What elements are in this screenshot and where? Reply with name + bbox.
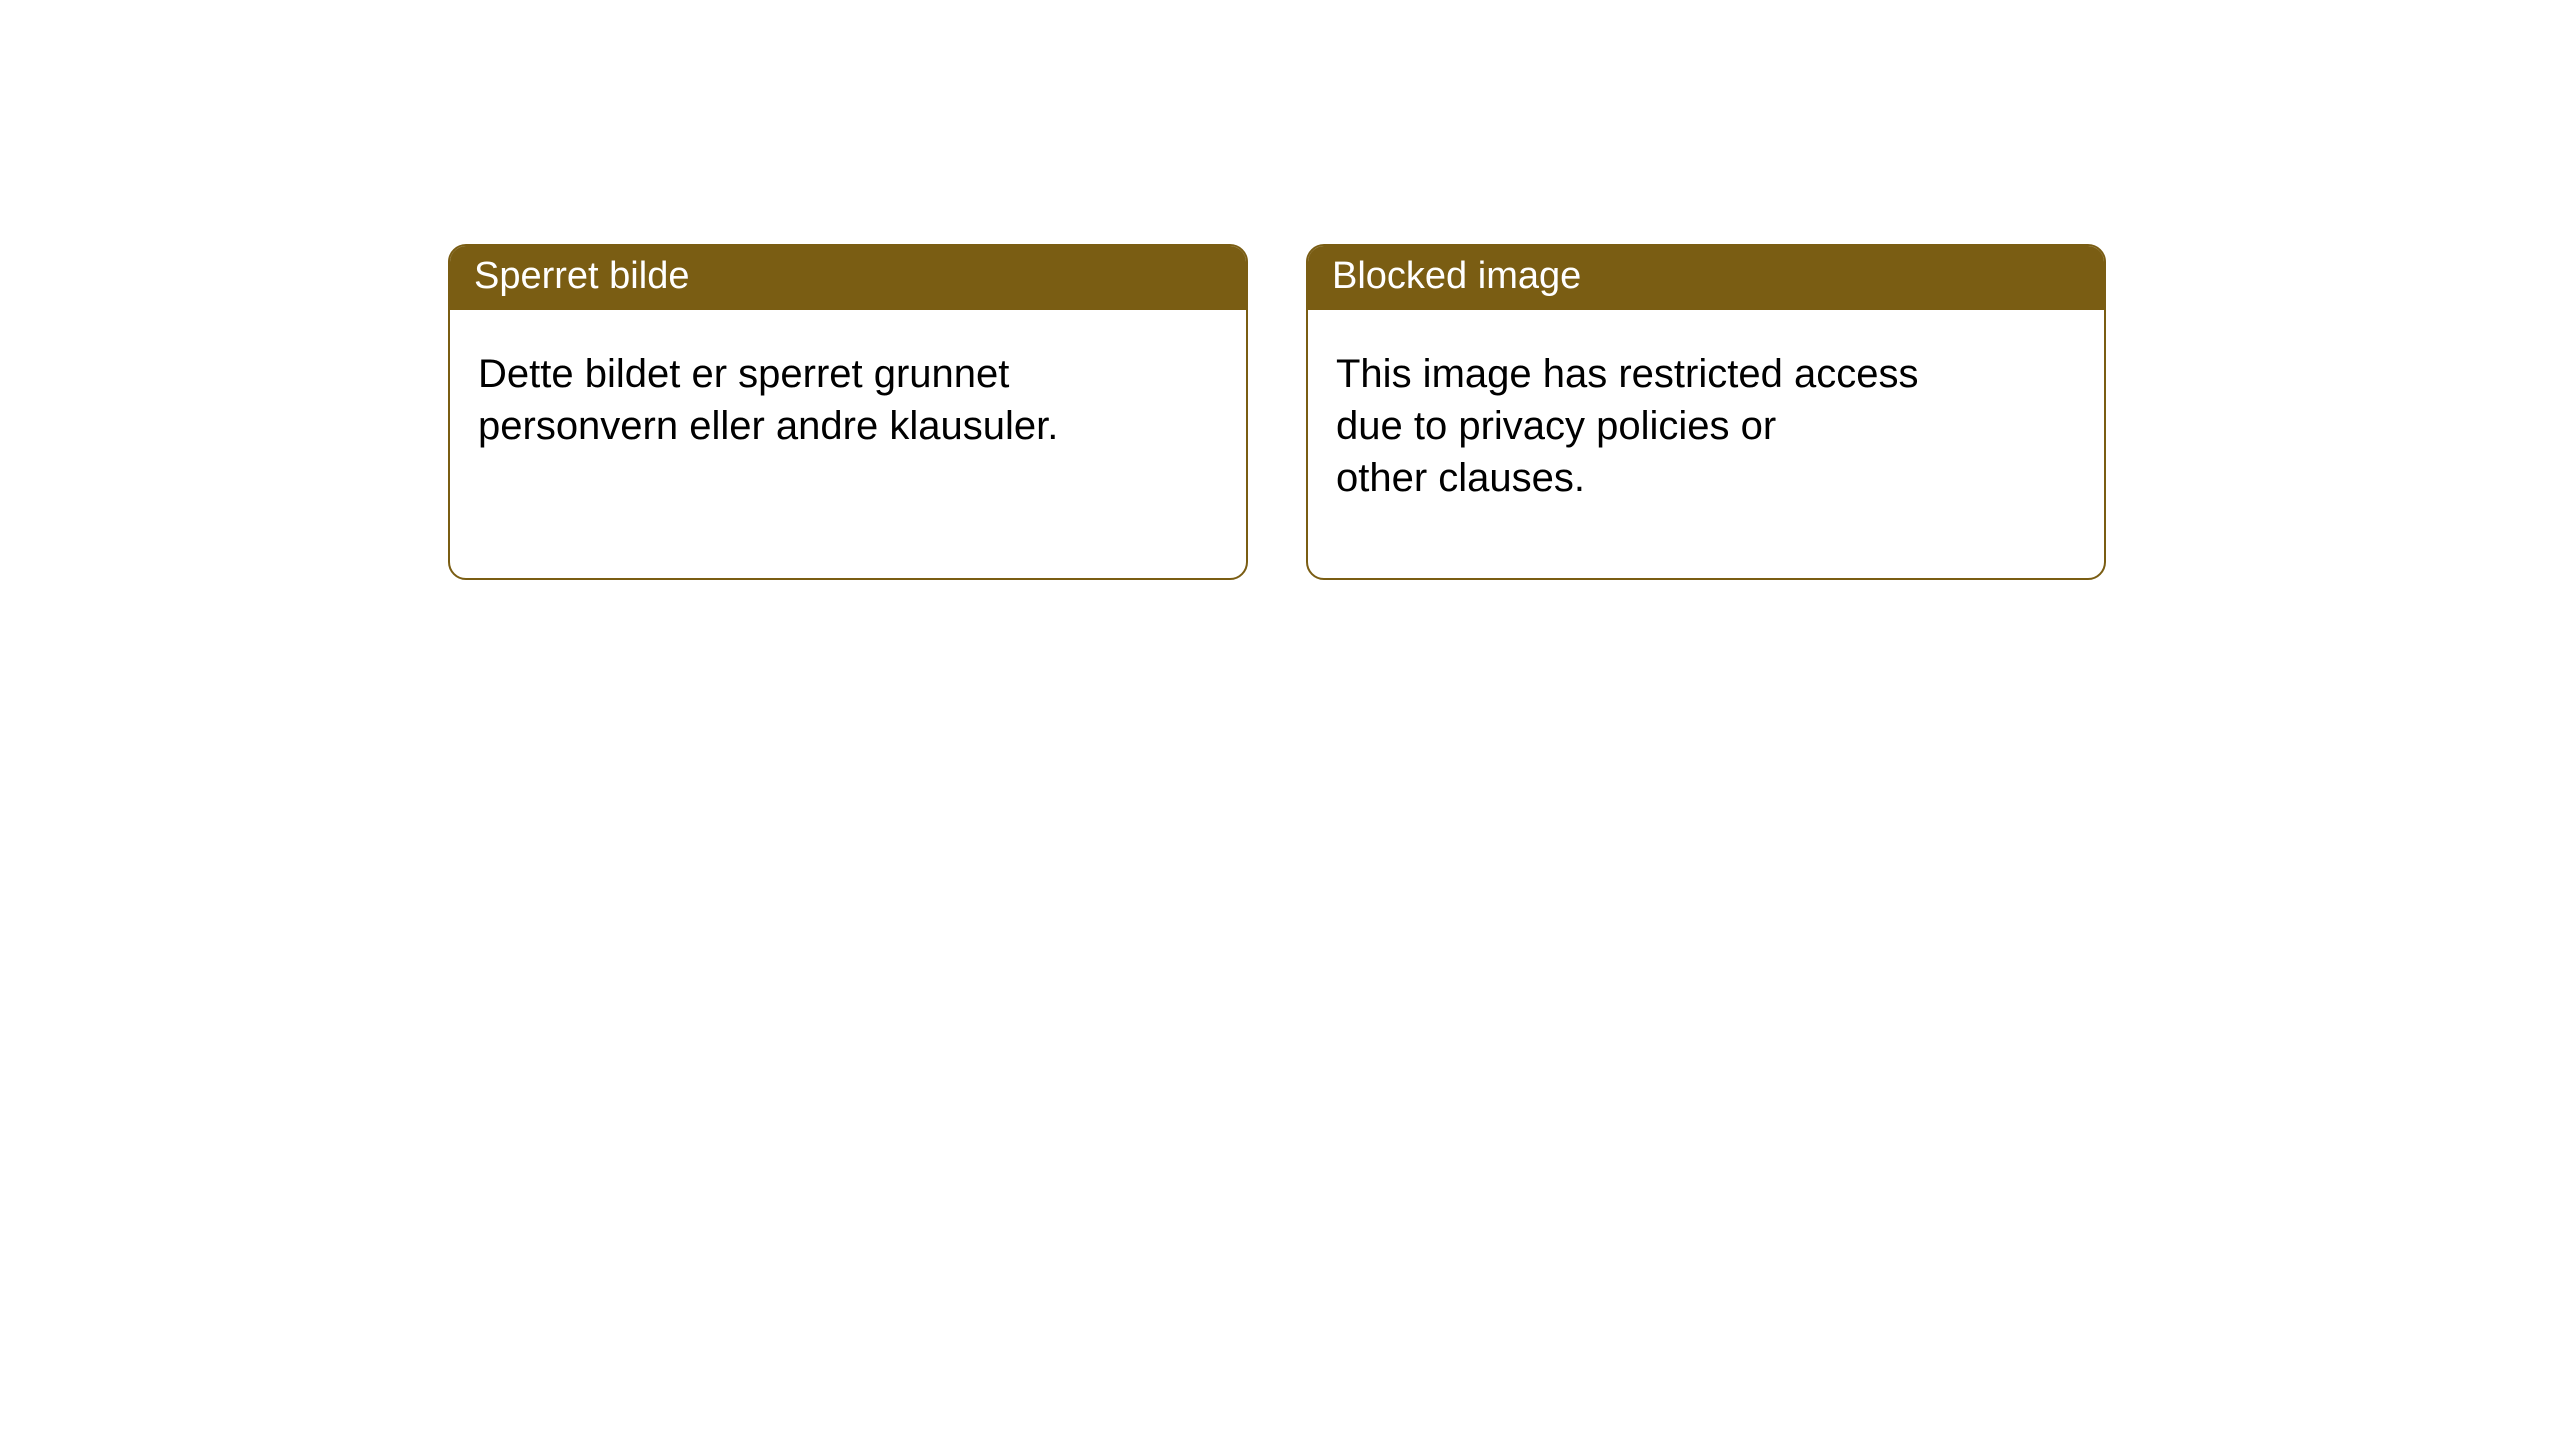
notice-card-no: Sperret bilde Dette bildet er sperret gr… — [448, 244, 1248, 580]
notice-container: Sperret bilde Dette bildet er sperret gr… — [0, 0, 2560, 580]
notice-body-en: This image has restricted access due to … — [1308, 310, 2104, 532]
notice-header-no: Sperret bilde — [450, 246, 1246, 310]
notice-body-no: Dette bildet er sperret grunnet personve… — [450, 310, 1246, 480]
notice-header-en: Blocked image — [1308, 246, 2104, 310]
notice-card-en: Blocked image This image has restricted … — [1306, 244, 2106, 580]
